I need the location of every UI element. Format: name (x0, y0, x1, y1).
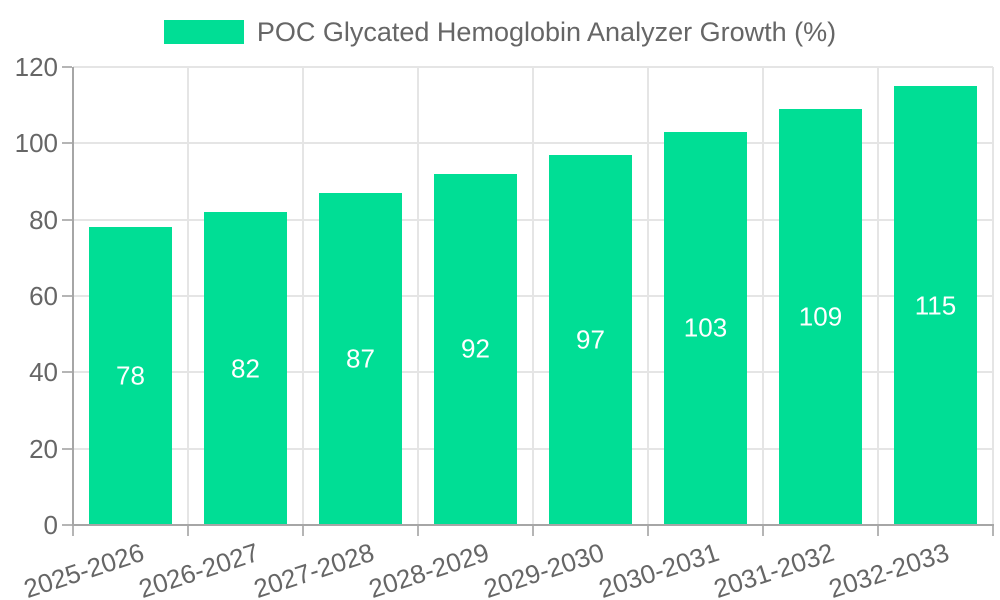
legend-swatch-icon (163, 20, 244, 44)
y-tick-label: 120 (14, 52, 58, 82)
y-axis-tick (62, 524, 72, 526)
x-axis-tick (72, 526, 74, 536)
x-axis-tick (417, 526, 419, 536)
chart-legend: POC Glycated Hemoglobin Analyzer Growth … (0, 12, 1000, 52)
y-axis-line (72, 67, 74, 527)
bar (664, 131, 747, 525)
y-axis-tick (62, 142, 72, 145)
bar-value-label: 115 (914, 290, 957, 321)
legend-item[interactable]: POC Glycated Hemoglobin Analyzer Growth … (163, 16, 837, 48)
bar-value-label: 109 (798, 301, 843, 332)
y-tick-label: 20 (29, 433, 58, 464)
y-tick-label: 60 (29, 281, 58, 311)
gridline-vertical (762, 67, 764, 525)
x-tick-label: 2031-2032 (710, 537, 838, 600)
y-tick-label: 100 (14, 128, 58, 159)
gridline-vertical (877, 67, 879, 525)
bar-value-label: 87 (346, 343, 375, 374)
bar-value-label: 92 (461, 333, 490, 364)
bar (319, 192, 402, 525)
gridline-vertical (532, 67, 534, 525)
bar-value-label: 78 (116, 360, 145, 391)
x-axis-tick (302, 526, 304, 536)
y-axis-tick (62, 295, 72, 297)
gridline-vertical (417, 67, 419, 525)
x-axis-tick (992, 526, 994, 536)
gridline-vertical (992, 67, 994, 525)
x-axis-tick (187, 526, 189, 536)
y-tick-label: 0 (43, 510, 58, 540)
x-axis-tick (877, 526, 879, 536)
y-tick-label: 40 (29, 357, 58, 388)
x-tick-label: 2029-2030 (480, 537, 608, 600)
x-axis-tick (762, 526, 764, 536)
bar-value-label: 103 (683, 312, 728, 343)
x-axis-line (72, 524, 994, 526)
x-tick-label: 2025-2026 (20, 537, 148, 600)
gridline-vertical (302, 67, 304, 525)
bar-value-label: 97 (576, 324, 605, 355)
y-tick-label: 80 (29, 204, 58, 235)
legend-label: POC Glycated Hemoglobin Analyzer Growth … (256, 16, 837, 47)
x-tick-label: 2028-2029 (365, 537, 493, 600)
gridline-vertical (187, 67, 189, 525)
x-axis-tick (647, 526, 649, 536)
bar (894, 86, 977, 525)
bar (204, 212, 287, 525)
x-axis-tick (532, 526, 534, 536)
bar (434, 173, 517, 525)
y-axis-tick (62, 66, 72, 68)
x-tick-label: 2027-2028 (250, 537, 378, 600)
x-tick-label: 2030-2031 (595, 537, 723, 600)
y-axis-tick (62, 371, 72, 374)
bar (779, 108, 862, 525)
gridline-vertical (647, 67, 649, 525)
y-axis-tick (62, 447, 72, 450)
bar (89, 227, 172, 525)
bar-value-label: 82 (231, 353, 260, 384)
bar (549, 154, 632, 525)
y-axis-tick (62, 218, 72, 221)
x-tick-label: 2026-2027 (135, 537, 263, 600)
x-tick-label: 2032-2033 (825, 537, 953, 600)
